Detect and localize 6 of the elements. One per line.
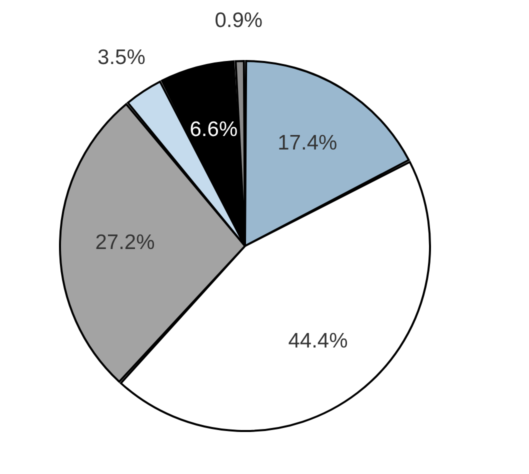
data-label: 0.9%: [214, 9, 263, 32]
data-label: 44.4%: [288, 329, 348, 352]
data-label: 3.5%: [98, 46, 146, 69]
data-label: 6.6%: [190, 118, 238, 142]
data-label: 17.4%: [278, 131, 338, 154]
data-label: 27.2%: [95, 230, 155, 254]
